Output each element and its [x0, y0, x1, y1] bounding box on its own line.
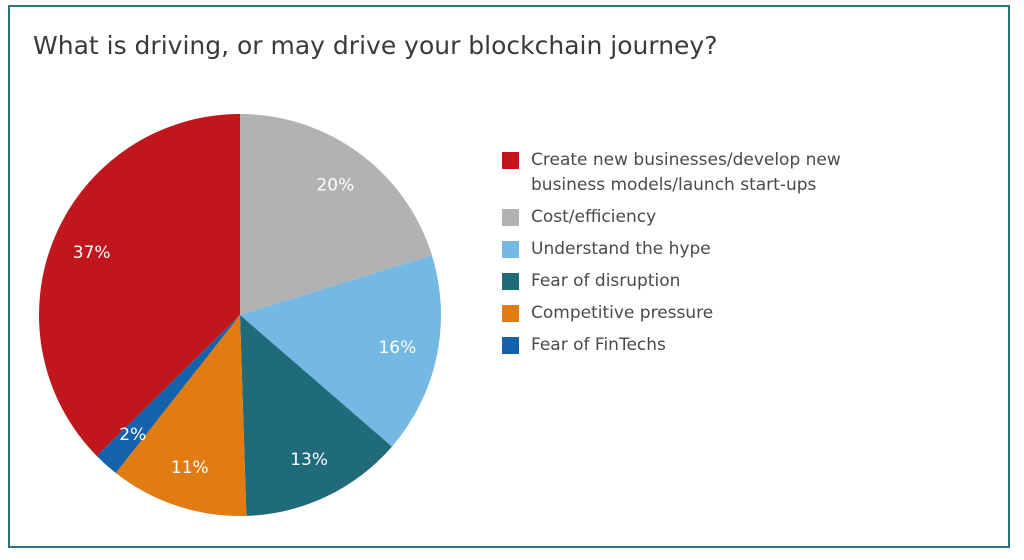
- pie-slice: [38, 114, 240, 456]
- slice-label: 13%: [290, 450, 328, 470]
- legend-item: Fear of FinTechs: [502, 333, 847, 358]
- pie-slice: [240, 114, 432, 315]
- legend-swatch: [502, 273, 519, 290]
- pie-slice: [240, 315, 392, 516]
- slice-label: 20%: [316, 176, 354, 196]
- legend-label: Cost/efficiency: [531, 207, 657, 227]
- legend-swatch: [502, 241, 519, 258]
- legend-item: Understand the hype: [502, 237, 847, 262]
- legend-label: Fear of disruption: [531, 271, 681, 291]
- chart-title: What is driving, or may drive your block…: [33, 31, 718, 60]
- pie-slice: [240, 255, 441, 447]
- legend-label: Fear of FinTechs: [531, 335, 666, 355]
- slice-label: 2%: [119, 425, 146, 445]
- legend-swatch: [502, 209, 519, 226]
- legend-label: Understand the hype: [531, 239, 711, 259]
- legend-swatch: [502, 152, 519, 169]
- legend-label: Create new businesses/develop new busine…: [531, 150, 841, 195]
- slice-label: 37%: [73, 243, 111, 263]
- frame: [8, 5, 1010, 548]
- legend-swatch: [502, 305, 519, 322]
- legend-item: Create new businesses/develop new busine…: [502, 148, 847, 198]
- legend-item: Competitive pressure: [502, 301, 847, 326]
- legend-swatch: [502, 337, 519, 354]
- legend-label: Competitive pressure: [531, 303, 714, 323]
- pie-slice: [96, 315, 240, 473]
- legend-item: Cost/efficiency: [502, 205, 847, 230]
- legend-item: Fear of disruption: [502, 269, 847, 294]
- legend: Create new businesses/develop new busine…: [502, 148, 847, 358]
- slice-label: 16%: [378, 338, 416, 358]
- slice-label: 11%: [171, 458, 209, 478]
- pie-slice: [115, 315, 247, 516]
